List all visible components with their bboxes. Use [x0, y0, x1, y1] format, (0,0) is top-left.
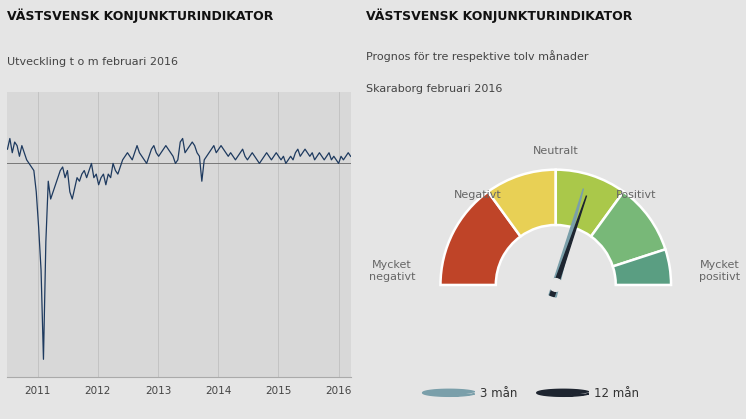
Wedge shape [440, 191, 521, 285]
Wedge shape [591, 191, 665, 266]
Polygon shape [423, 389, 474, 396]
Text: 3 mån: 3 mån [480, 387, 517, 401]
Wedge shape [612, 249, 671, 285]
Wedge shape [488, 170, 556, 236]
Text: Positivt: Positivt [616, 190, 656, 200]
Text: Negativt: Negativt [454, 190, 501, 200]
Text: VÄSTSVENSK KONJUNKTURINDIKATOR: VÄSTSVENSK KONJUNKTURINDIKATOR [7, 8, 274, 23]
Text: Prognos för tre respektive tolv månader: Prognos för tre respektive tolv månader [366, 50, 588, 62]
Text: Neutralt: Neutralt [533, 146, 579, 156]
Polygon shape [549, 189, 583, 297]
Text: Skaraborg februari 2016: Skaraborg februari 2016 [366, 84, 502, 94]
Wedge shape [556, 170, 624, 236]
Text: VÄSTSVENSK KONJUNKTURINDIKATOR: VÄSTSVENSK KONJUNKTURINDIKATOR [366, 8, 632, 23]
Text: Mycket
positivt: Mycket positivt [699, 260, 740, 282]
Text: Utveckling t o m februari 2016: Utveckling t o m februari 2016 [7, 57, 178, 67]
Text: 12 mån: 12 mån [594, 387, 639, 401]
Polygon shape [537, 389, 589, 396]
Polygon shape [550, 196, 586, 297]
Circle shape [549, 279, 562, 291]
Text: Mycket
negativt: Mycket negativt [369, 260, 416, 282]
